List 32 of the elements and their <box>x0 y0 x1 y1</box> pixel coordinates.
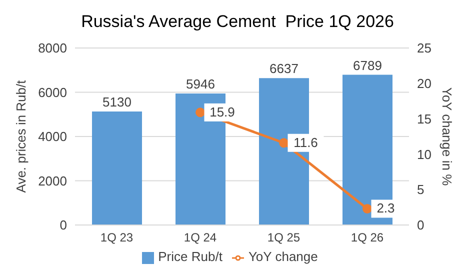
y-tick-label: 8000 <box>38 40 67 56</box>
y-tick-label: 0 <box>60 218 67 233</box>
y-tick-label: 2000 <box>38 173 67 188</box>
x-tick-label: 1Q 24 <box>184 230 217 245</box>
legend-label: YoY change <box>248 249 318 264</box>
y2-axis-title: YoY change in % <box>439 87 454 186</box>
point <box>279 138 288 148</box>
data-label: 6789 <box>353 58 382 73</box>
y-tick-label: 6000 <box>38 84 67 100</box>
data-label: 2.3 <box>376 200 395 216</box>
y-axis-title: Ave. prices in Rub/t <box>14 80 29 193</box>
y2-tick-label: 15 <box>417 111 432 126</box>
data-label: 5946 <box>186 76 215 92</box>
y2-tick-label: 25 <box>417 40 432 56</box>
y2-tick-label: 20 <box>417 76 432 92</box>
point <box>196 108 205 118</box>
data-label: 6637 <box>270 61 298 76</box>
y2-tick-label: 5 <box>417 182 424 198</box>
data-label: 11.6 <box>294 134 318 150</box>
x-tick-label: 1Q 26 <box>350 230 384 245</box>
bar <box>92 112 142 225</box>
x-tick-label: 1Q 23 <box>100 230 134 245</box>
data-label: 5130 <box>102 94 132 110</box>
y2-tick-label: 0 <box>417 218 424 233</box>
data-label: 15.9 <box>210 104 235 120</box>
x-tick-label: 1Q 25 <box>267 230 300 245</box>
y-tick-label: 4000 <box>38 129 67 144</box>
point <box>362 204 372 214</box>
y2-tick-label: 10 <box>417 146 432 162</box>
bar <box>342 74 392 225</box>
chart-title: Russia's Average Cement Price 1Q 2026 <box>80 11 395 33</box>
legend-label: Price Rub/t <box>158 249 222 264</box>
